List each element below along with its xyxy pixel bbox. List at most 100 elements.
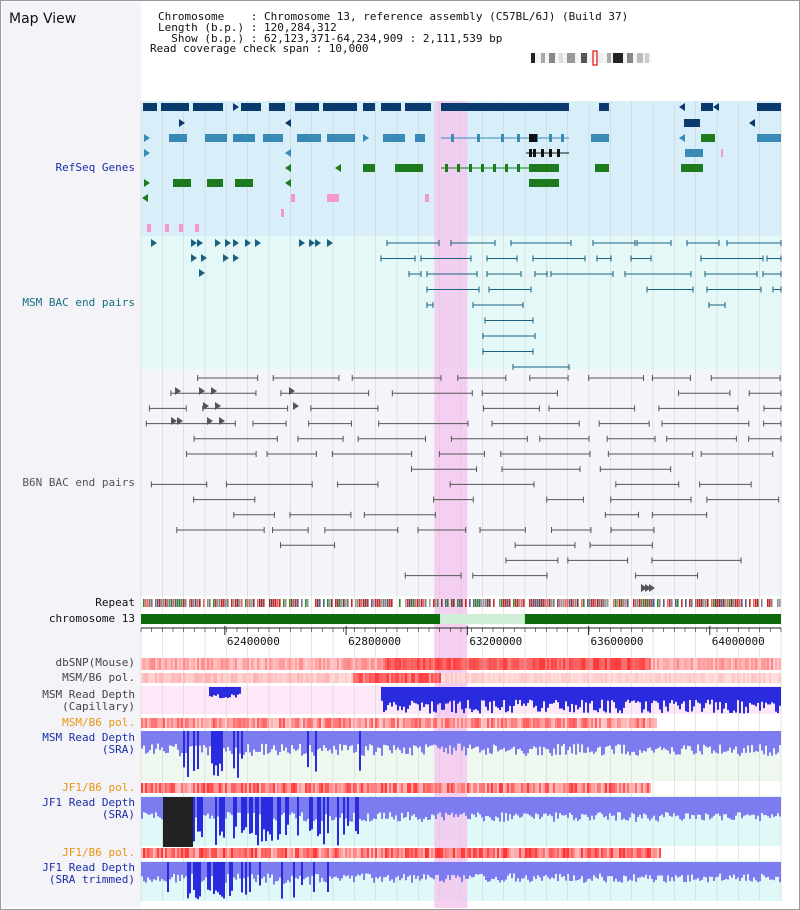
jf1-sra-depth-bar: [299, 797, 301, 816]
msm-sra-depth-bar: [723, 731, 725, 752]
jf1-trimmed-depth-bar: [273, 862, 275, 885]
msm-sra-depth-bar: [495, 731, 497, 746]
msm-pol-cell: [701, 673, 703, 683]
jf1-pol2-cell: [503, 848, 505, 858]
jf1-trimmed-depth-bar: [563, 862, 565, 877]
jf1-pol2-cell: [367, 848, 369, 858]
msm-sra-depth-bar: [563, 731, 565, 744]
msm-pol-cell: [163, 673, 165, 683]
jf1-pol-cell: [187, 783, 189, 793]
msm-sra-depth-bar: [599, 731, 601, 747]
msm-capillary-depth-bar: [227, 687, 229, 699]
msm-sra-depth-bar: [383, 731, 385, 745]
jf1-trimmed-depth-bar: [407, 862, 409, 877]
msm-capillary-depth-bar: [215, 687, 217, 696]
jf1-sra-depth-bar: [175, 797, 177, 847]
dbsnp-cell: [747, 658, 749, 670]
jf1-pol2-cell: [211, 848, 213, 858]
repeat-element: [179, 599, 181, 607]
msm-capillary-depth-bar: [567, 687, 569, 707]
msm-pol-cell: [455, 673, 457, 683]
msm-pol-sra-cell: [255, 718, 257, 728]
msm-sra-depth-bar: [245, 731, 247, 753]
msm-sra-depth-bar: [353, 731, 355, 753]
msm-pol-cell: [403, 673, 405, 683]
jf1-pol-cell: [515, 783, 517, 793]
msm-pol-cell: [573, 673, 575, 683]
msm-sra-depth-bar: [643, 731, 645, 751]
jf1-trimmed-depth-bar: [509, 862, 511, 874]
msm-sra-depth-bar: [461, 731, 463, 751]
msm-sra-depth-bar: [187, 731, 189, 777]
msm-sra-depth-bar: [449, 731, 451, 746]
jf1-pol2-cell: [605, 848, 607, 858]
repeat-element: [157, 599, 159, 607]
msm-pol-cell: [485, 673, 487, 683]
gene-exon-block: [335, 194, 339, 202]
gene-arrowhead: [645, 584, 651, 592]
dbsnp-cell: [715, 658, 717, 670]
msm-pol-cell: [213, 673, 215, 683]
msm-capillary-depth-bar: [233, 687, 235, 696]
jf1-trimmed-depth-bar: [303, 862, 305, 880]
msm-pol-sra-cell: [251, 718, 253, 728]
msm-capillary-depth-bar: [521, 687, 523, 706]
msm-capillary-depth-bar: [709, 687, 711, 705]
msm-capillary-depth-bar: [535, 687, 537, 706]
repeat-element: [185, 599, 187, 607]
jf1-sra-depth-bar: [709, 797, 711, 820]
jf1-pol2-cell: [329, 848, 331, 858]
msm-sra-depth-bar: [709, 731, 711, 747]
msm-sra-depth-bar: [767, 731, 769, 756]
msm-sra-depth-bar: [647, 731, 649, 749]
jf1-sra-depth-bar: [359, 797, 361, 820]
msm-sra-depth-bar: [163, 731, 165, 752]
jf1-sra-depth-bar: [773, 797, 775, 817]
dbsnp-cell: [373, 658, 375, 670]
msm-pol-cell: [313, 673, 315, 683]
jf1-sra-depth-bar: [467, 797, 469, 819]
msm-pol-cell: [575, 673, 577, 683]
msm-capillary-depth-bar: [559, 687, 561, 709]
msm-sra-depth-bar: [573, 731, 575, 745]
msm-sra-depth-bar: [467, 731, 469, 749]
msm-pol-cell: [717, 673, 719, 683]
repeat-element: [143, 599, 145, 607]
jf1-sra-depth-bar: [363, 797, 365, 821]
jf1-pol-cell: [449, 783, 451, 793]
dbsnp-cell: [235, 658, 237, 670]
jf1-sra-depth-bar: [547, 797, 549, 816]
jf1-trimmed-depth-bar: [253, 862, 255, 879]
repeat-element: [377, 599, 379, 607]
msm-pol-sra-cell: [591, 718, 593, 728]
jf1-trimmed-depth-bar: [267, 862, 269, 874]
gene-exon-block: [381, 103, 401, 111]
msm-pol-sra-cell: [415, 718, 417, 728]
jf1-pol-cell: [615, 783, 617, 793]
msm-pol-cell: [595, 673, 597, 683]
dbsnp-cell: [645, 658, 647, 670]
jf1-pol2-cell: [231, 848, 233, 858]
jf1-trimmed-depth-bar: [339, 862, 341, 881]
jf1-pol-cell: [471, 783, 473, 793]
jf1-pol-cell: [611, 783, 613, 793]
dbsnp-cell: [203, 658, 205, 670]
jf1-trimmed-depth-bar: [449, 862, 451, 880]
jf1-sra-depth-bar: [537, 797, 539, 815]
msm-sra-depth-bar: [543, 731, 545, 747]
jf1-pol2-cell: [395, 848, 397, 858]
msm-sra-depth-bar: [417, 731, 419, 749]
gene-arrowhead: [293, 402, 299, 410]
repeat-element: [257, 599, 259, 607]
msm-pol-sra-cell: [461, 718, 463, 728]
jf1-trimmed-depth-bar: [487, 862, 489, 882]
msm-pol-sra-cell: [489, 718, 491, 728]
jf1-trimmed-depth-bar: [309, 862, 311, 885]
dbsnp-cell: [679, 658, 681, 670]
dbsnp-cell: [653, 658, 655, 670]
jf1-sra-depth-bar: [333, 797, 335, 820]
chromosome-ideogram: [531, 53, 651, 63]
repeat-element: [603, 599, 605, 607]
msm-sra-depth-bar: [613, 731, 615, 754]
